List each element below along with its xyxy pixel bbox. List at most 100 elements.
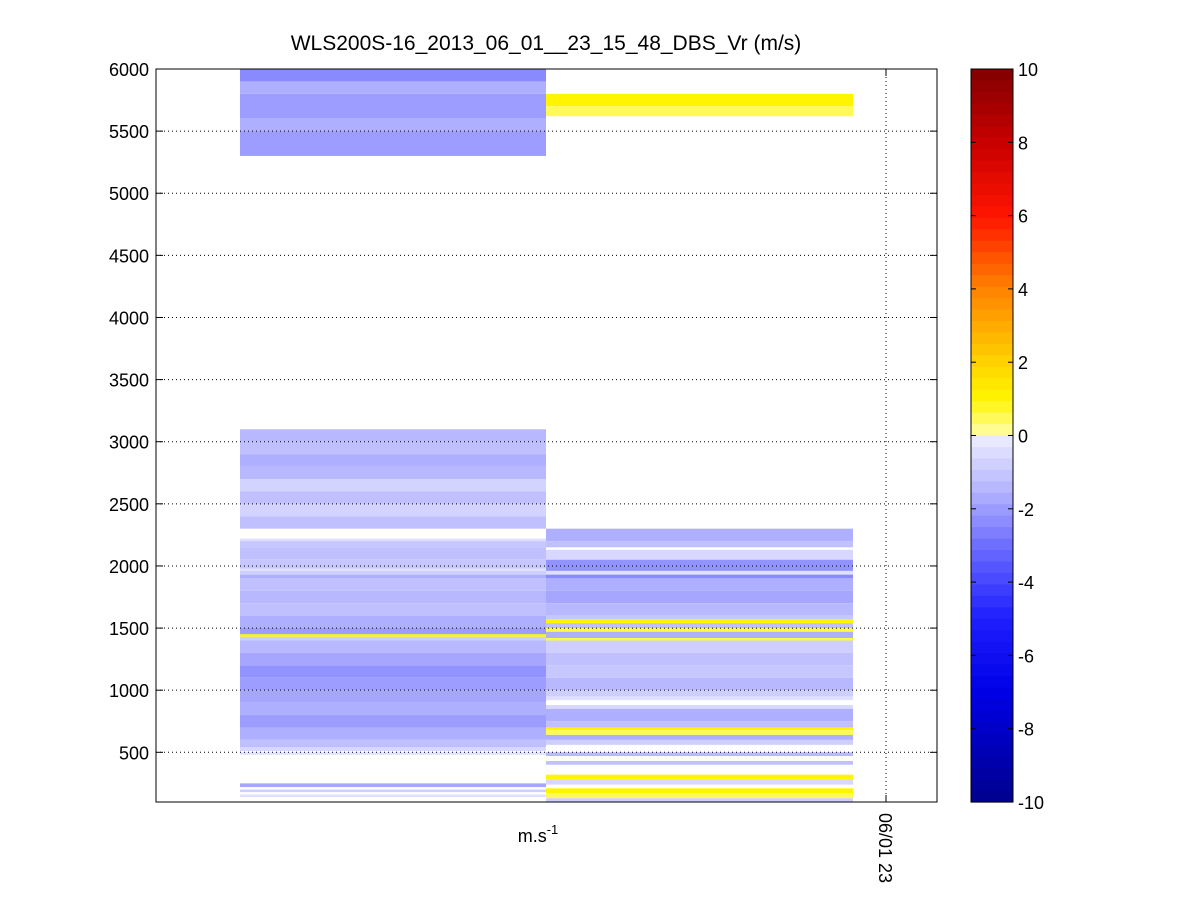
colorbar-segment [971,103,1013,116]
heatmap-cell [240,568,546,571]
heatmap-cell [240,93,546,119]
colorbar-segment [971,538,1013,551]
colorbar-segment [971,492,1013,505]
heatmap-cell [546,528,853,542]
colorbar-segment [971,504,1013,517]
heatmap-cell [240,574,546,579]
heatmap-cell [546,549,853,560]
colorbar-segment [971,676,1013,689]
heatmap-cell [546,729,853,735]
heatmap-cell [240,739,546,748]
colorbar-segment [971,378,1013,391]
colorbar-segment [971,756,1013,769]
y-tick-label: 5500 [109,122,149,142]
colorbar-segment [971,779,1013,792]
y-tick-label: 500 [119,743,149,763]
heatmap-cell [240,131,546,156]
heatmap-cell [240,491,546,504]
heatmap-cell [546,721,853,728]
heatmap-cell [546,106,853,117]
heatmap-cell [240,478,546,492]
y-tick-label: 2500 [109,495,149,515]
heatmap-cell [546,578,853,591]
colorbar-segment [971,607,1013,620]
x-axis-label: m.s-1 [518,822,559,846]
heatmap-cell [240,640,546,653]
colorbar-tick-label: 4 [1018,280,1028,300]
heatmap-cell [240,628,546,635]
colorbar-segment [971,527,1013,540]
colorbar-segment [971,572,1013,585]
heatmap-cell [546,793,853,799]
y-tick-label: 6000 [109,60,149,80]
y-tick-label: 1500 [109,619,149,639]
heatmap-cell [240,615,546,629]
heatmap-cell [240,702,546,716]
colorbar-segment [971,389,1013,402]
x-axis: m.s-1 06/01 23 [518,69,895,883]
heatmap-cell [240,441,546,455]
colorbar-tick-label: 10 [1018,60,1038,80]
colorbar-segment [971,733,1013,746]
heatmap-cell [546,559,853,571]
y-tick-label: 4500 [109,246,149,266]
heatmap-cells [240,69,853,802]
heatmap-cell [546,779,853,785]
y-tick-label: 5000 [109,184,149,204]
colorbar-tick-label: -6 [1018,646,1034,666]
heatmap-cell [546,603,853,616]
y-tick-label: 3000 [109,433,149,453]
heatmap-cell [546,93,853,107]
colorbar-segment [971,355,1013,368]
colorbar-segment [971,320,1013,334]
heatmap-cell [240,752,546,755]
heatmap-cell [240,118,546,132]
colorbar-tick-label: -8 [1018,720,1034,740]
heatmap-cell [546,615,853,620]
colorbar-segment [971,114,1013,127]
colorbar-segment [971,206,1013,219]
colorbar-tick-label: 2 [1018,353,1028,373]
colorbar-segment [971,229,1013,242]
colorbar-segment [971,435,1013,448]
colorbar-segment [971,550,1013,563]
colorbar-segment [971,332,1013,345]
heatmap-cell [240,541,546,548]
colorbar-segment [971,710,1013,723]
heatmap-cell [546,798,853,802]
colorbar-tick-label: -10 [1018,793,1044,813]
colorbar-segment [971,641,1013,654]
heatmap-cell [546,690,853,697]
heatmap-cell [240,538,546,542]
heatmap-cell [546,734,853,740]
heatmap-cell [240,634,546,637]
colorbar-segment [971,343,1013,356]
heatmap-cell [240,690,546,703]
heatmap-cell [546,631,853,639]
colorbar-segment [971,252,1013,265]
x-tick-label: 06/01 23 [875,813,895,883]
heatmap-cell [546,640,853,653]
colorbar-segment [971,69,1013,82]
colorbar-segment [971,366,1013,379]
colorbar-segment [971,767,1013,780]
colorbar-segment [971,744,1013,757]
heatmap-cell [240,677,546,691]
colorbar-segment [971,298,1013,311]
colorbar-segment [971,790,1013,803]
colorbar-segment [971,664,1013,677]
heatmap-cell [546,708,853,722]
heatmap-cell [240,783,546,788]
colorbar-segment [971,309,1013,322]
heatmap-cell [546,774,853,780]
y-tick-label: 2000 [109,557,149,577]
heatmap-cell [546,638,853,641]
colorbar-tick-label: 6 [1018,207,1028,227]
heatmap-cell [546,788,853,794]
heatmap-cell [240,81,546,94]
heatmap-cell [240,665,546,678]
heatmap-cell [546,739,853,745]
heatmap-cell [240,559,546,569]
colorbar-segment [971,515,1013,528]
